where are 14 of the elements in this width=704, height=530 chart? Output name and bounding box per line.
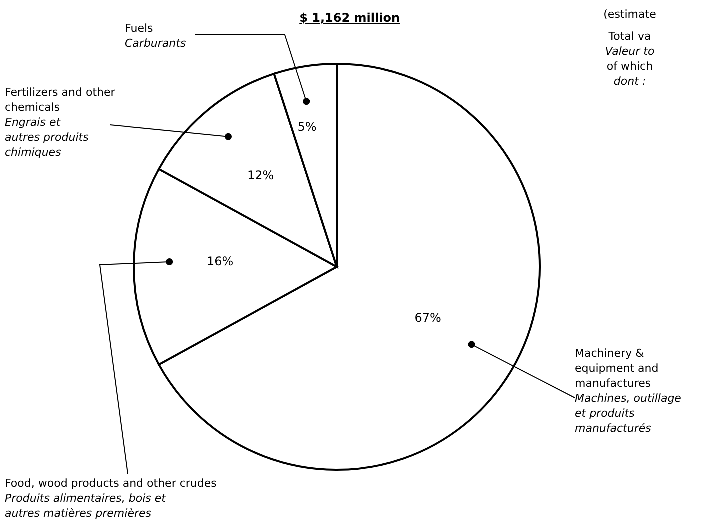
slice-label: Fertilizers and other chemicals Engrais et autres produits chimiques [5,86,116,159]
text: Total va [608,30,652,43]
slice-label: Machinery & equipment and manufactures Machines, outillage et produits manufacturés [575,347,682,435]
chart-title: $ 1,162 million [300,11,400,25]
slice-label: Fuels Carburants [125,22,186,50]
data-label: 16% [207,254,234,268]
text: of which [606,60,654,73]
data-label: 67% [414,311,442,326]
data-label: 5% [298,120,317,134]
data-label: 12% [247,168,274,182]
text: (estimate [604,8,657,21]
text: dont : [614,75,646,88]
text: Valeur to [605,45,655,58]
slice-label: Food, wood products and other crudes Produits alimentaires, bois et autres matières premières [5,477,218,520]
